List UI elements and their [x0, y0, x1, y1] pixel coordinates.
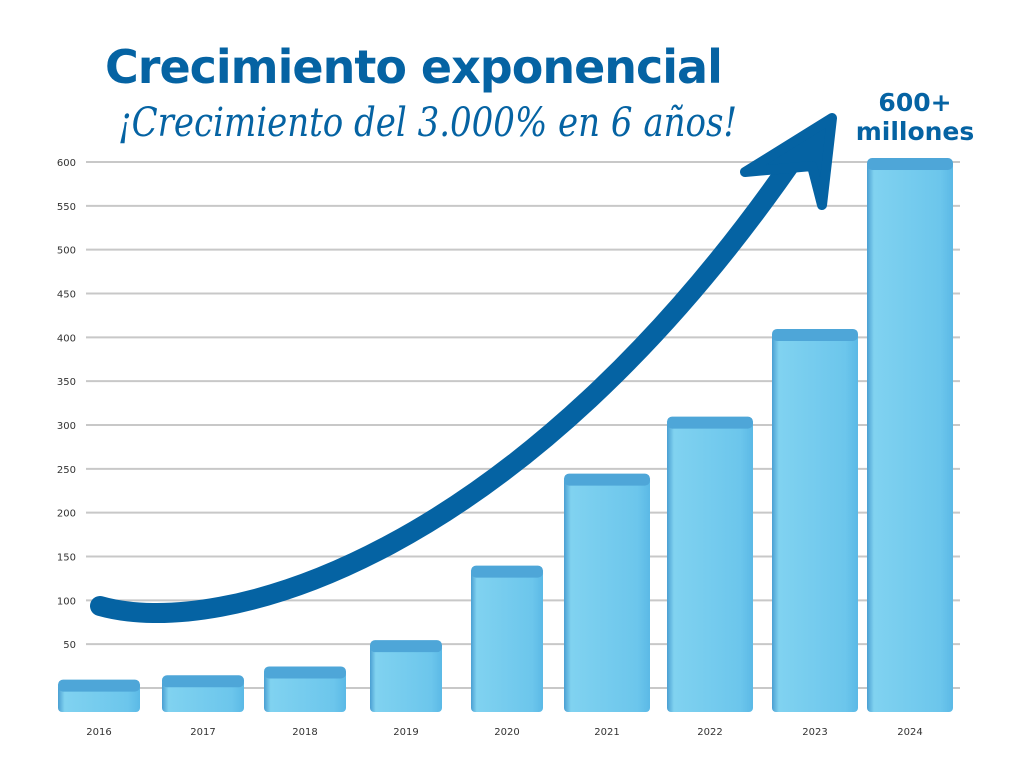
bar	[772, 332, 858, 712]
x-tick-label: 2016	[86, 727, 111, 738]
x-tick-label: 2023	[802, 727, 827, 738]
callout-value: 600+	[878, 88, 952, 117]
bar-top	[370, 640, 442, 653]
bar-top	[264, 666, 346, 679]
chart-title: Crecimiento exponencial	[105, 40, 723, 94]
bar-2016	[58, 679, 140, 712]
bar-top	[58, 679, 140, 692]
y-tick-label: 600	[57, 158, 76, 169]
bar-top	[471, 565, 543, 578]
bar-2024	[867, 158, 953, 712]
x-tick-label: 2024	[897, 727, 922, 738]
x-tick-label: 2021	[594, 727, 619, 738]
bar	[162, 679, 244, 712]
bar-top	[867, 158, 953, 170]
bar-2018	[264, 666, 346, 712]
y-tick-label: 300	[57, 421, 76, 432]
bar	[264, 670, 346, 712]
y-tick-label: 250	[57, 465, 76, 476]
bar	[867, 162, 953, 712]
x-tick-label: 2019	[393, 727, 418, 738]
y-tick-label: 200	[57, 509, 76, 520]
y-tick-label: 350	[57, 377, 76, 388]
y-tick-label: 50	[63, 640, 76, 651]
y-tick-label: 150	[57, 553, 76, 564]
bar-top	[772, 328, 858, 341]
bar-top	[162, 675, 244, 688]
bar-2020	[471, 565, 543, 712]
chart-subtitle: ¡Crecimiento del 3.000% en 6 años!	[118, 100, 738, 146]
y-tick-label: 500	[57, 246, 76, 257]
x-tick-label: 2018	[292, 727, 317, 738]
bar-2022	[667, 416, 753, 712]
x-tick-label: 2020	[494, 727, 519, 738]
bar-top	[667, 416, 753, 429]
arrow-head-icon	[740, 113, 837, 210]
bar-2023	[772, 328, 858, 712]
growth-arrow	[90, 140, 810, 624]
y-tick-label: 550	[57, 202, 76, 213]
bar	[667, 420, 753, 712]
callout-label: 600+ millones	[840, 88, 990, 146]
bar-top	[564, 473, 650, 486]
bar	[564, 477, 650, 712]
y-tick-label: 400	[57, 333, 76, 344]
bar	[471, 569, 543, 712]
bar-2017	[162, 675, 244, 712]
x-tick-label: 2022	[697, 727, 722, 738]
bar-2021	[564, 473, 650, 712]
x-tick-label: 2017	[190, 727, 215, 738]
bar-2019	[370, 640, 442, 712]
y-tick-label: 450	[57, 290, 76, 301]
y-tick-label: 100	[57, 596, 76, 607]
callout-unit: millones	[855, 117, 975, 146]
bar	[370, 644, 442, 712]
